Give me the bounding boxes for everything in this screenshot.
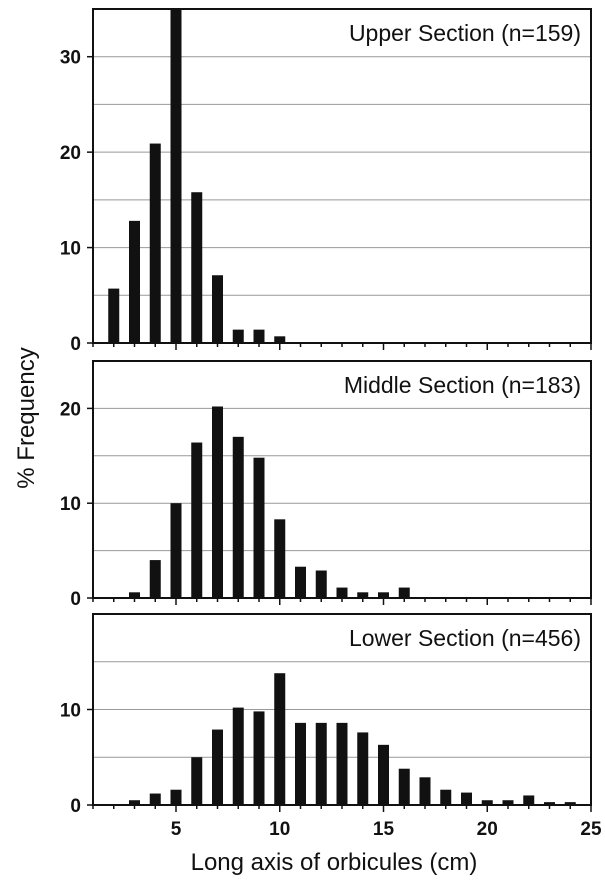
y-tick-label: 0 [70,796,81,817]
x-tick-label: 5 [171,819,182,840]
bar [149,793,161,805]
bar [378,744,389,805]
bar [149,560,161,598]
bar [232,329,244,343]
bar [170,789,182,805]
bar [129,800,140,805]
x-tick-label: 15 [373,819,395,840]
bar [253,329,265,343]
panel-1: 0 10 20 30 Upper Section (n=159) [60,8,592,355]
bar [274,519,286,598]
plot-frame [92,8,592,344]
bar [419,777,431,805]
bar [336,587,348,598]
y-tick-label: 30 [60,48,81,69]
bar [108,288,120,343]
bar [253,457,265,598]
bar [440,789,452,805]
y-tick-label: 0 [70,589,81,610]
panel-title: Lower Section (n=456) [349,625,581,651]
bar [378,592,389,598]
bar [564,802,576,805]
bar [212,729,223,805]
bar [274,673,286,805]
y-tick-label: 0 [70,334,81,355]
bar [232,707,244,805]
bar [481,800,493,805]
bar [357,732,369,805]
bar [523,795,535,805]
bar [274,336,286,343]
bar [502,800,514,805]
panel-title-background [342,623,585,653]
x-axis-label: Long axis of orbicules (cm) [191,849,478,876]
x-tick-label: 20 [477,819,498,840]
x-tick-label: 25 [580,819,602,840]
y-tick-label: 20 [60,143,81,164]
bar [212,406,223,598]
bar [232,436,244,598]
y-tick-label: 10 [60,701,81,722]
bar [398,587,410,598]
bar [315,722,327,805]
panel-title: Middle Section (n=183) [344,372,581,398]
bar [149,143,161,343]
bar [212,275,223,343]
panel-title-background [342,18,585,48]
panel-title: Upper Section (n=159) [349,20,581,46]
bar [295,722,306,805]
bar [398,768,410,805]
bar [295,566,306,598]
y-tick-label: 20 [60,399,81,420]
bar [129,592,140,598]
x-tick-label: 10 [269,819,290,840]
bar [315,570,327,598]
bar [170,9,182,343]
y-tick-label: 10 [60,239,81,260]
y-tick-label: 10 [60,494,81,515]
bar [191,757,203,805]
bar [544,802,555,805]
bar [191,442,203,598]
panel-title-background [337,370,585,400]
bar [191,192,203,343]
y-axis-label: % Frequency [13,347,40,488]
panel-2: 0 10 20 Middle Section (n=183) [60,360,592,610]
bar [170,503,182,598]
bar [129,220,140,343]
bar [357,592,369,598]
bar [336,722,348,805]
panel-3: 0 10 5 10 15 20 25 Lower Section (n=456) [60,613,602,840]
bar [253,711,265,805]
panels: 0 10 20 30 Upper Section (n=159) 0 10 20 Middle … [60,8,602,840]
bar [461,792,472,805]
